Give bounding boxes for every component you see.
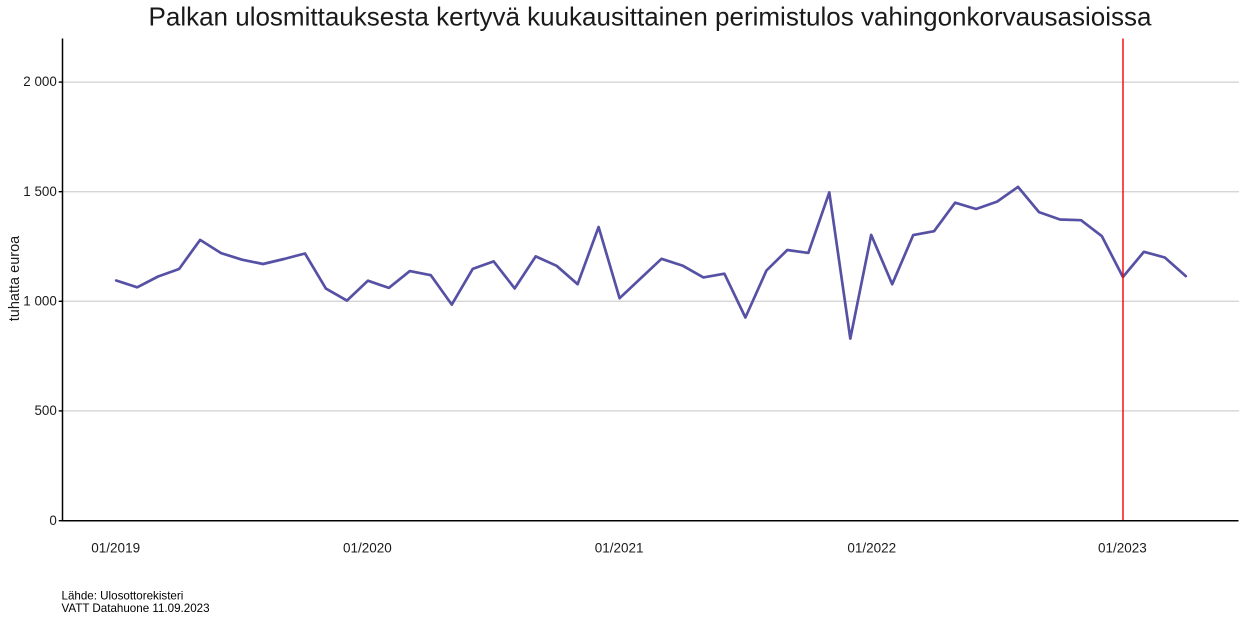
svg-text:01/2022: 01/2022 (847, 541, 896, 556)
svg-text:01/2019: 01/2019 (91, 541, 140, 556)
svg-text:1 500: 1 500 (23, 184, 57, 199)
svg-text:2 000: 2 000 (23, 74, 57, 89)
svg-text:Palkan ulosmittauksesta kertyv: Palkan ulosmittauksesta kertyvä kuukausi… (149, 2, 1152, 32)
svg-text:01/2020: 01/2020 (343, 541, 392, 556)
svg-text:VATT Datahuone 11.09.2023: VATT Datahuone 11.09.2023 (62, 602, 210, 615)
svg-text:0: 0 (49, 513, 56, 528)
svg-text:01/2023: 01/2023 (1098, 541, 1147, 556)
svg-text:500: 500 (34, 403, 56, 418)
svg-text:tuhatta euroa: tuhatta euroa (7, 235, 23, 321)
svg-text:1 000: 1 000 (23, 293, 57, 308)
svg-text:Lähde: Ulosottorekisteri: Lähde: Ulosottorekisteri (62, 590, 184, 603)
svg-text:01/2021: 01/2021 (595, 541, 644, 556)
